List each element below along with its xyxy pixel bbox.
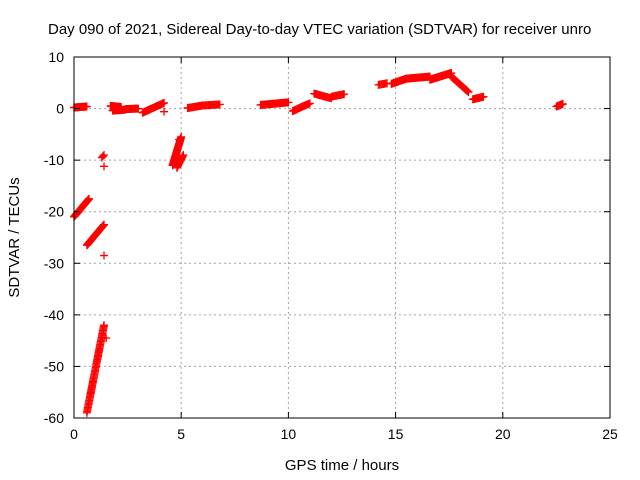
- x-tick-label: 0: [70, 426, 78, 442]
- data-point: [100, 321, 109, 330]
- y-tick-label: -30: [44, 255, 64, 271]
- data-point: [100, 251, 109, 260]
- x-tick-label: 15: [388, 426, 404, 442]
- y-tick-label: -40: [44, 307, 64, 323]
- data-point: [305, 99, 314, 108]
- y-tick-label: 0: [56, 101, 64, 117]
- data-point: [82, 102, 91, 111]
- y-axis-title: SDTVAR / TECUs: [6, 177, 23, 297]
- data-point: [134, 104, 143, 113]
- x-tick-label: 25: [602, 426, 618, 442]
- y-tick-label: 10: [48, 49, 64, 65]
- x-tick-label: 5: [177, 426, 185, 442]
- y-tick-label: -50: [44, 358, 64, 374]
- data-point: [284, 98, 293, 107]
- axis-ticks: [73, 56, 611, 419]
- data-point: [479, 92, 488, 101]
- data-points: [70, 68, 567, 417]
- grid-lines: [74, 57, 610, 418]
- data-point: [463, 87, 472, 96]
- data-point: [179, 150, 188, 159]
- data-point: [102, 334, 111, 343]
- tick-labels: 0 5 10 15 20 25 -60 -50 -40 -30 -20 -10 0 10: [44, 49, 618, 442]
- data-point: [464, 88, 473, 97]
- data-point: [340, 90, 349, 99]
- data-point: [558, 99, 567, 108]
- data-point: [160, 107, 169, 116]
- data-point: [175, 135, 184, 144]
- data-point: [85, 194, 94, 203]
- data-point: [215, 100, 224, 109]
- data-point: [463, 86, 472, 95]
- y-tick-label: -20: [44, 204, 64, 220]
- chart-title: Day 090 of 2021, Sidereal Day-to-day VTE…: [48, 21, 591, 38]
- y-tick-label: -10: [44, 152, 64, 168]
- data-point: [98, 152, 107, 161]
- x-axis-title: GPS time / hours: [285, 457, 399, 474]
- data-point: [100, 220, 109, 229]
- x-tick-label: 10: [281, 426, 297, 442]
- data-point: [100, 150, 109, 159]
- y-tick-label: -60: [44, 410, 64, 426]
- plot-frame: [73, 56, 611, 419]
- x-tick-label: 20: [495, 426, 511, 442]
- data-point: [160, 98, 169, 107]
- data-point: [100, 162, 109, 171]
